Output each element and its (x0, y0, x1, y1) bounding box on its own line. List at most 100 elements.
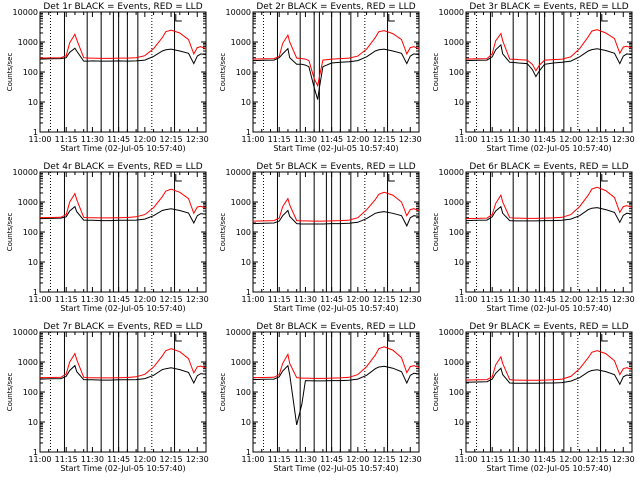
panel-title: Det 3r BLACK = Events, RED = LLD (469, 2, 628, 12)
y-tick-label: 1000 (18, 198, 38, 207)
x-tick-label: 12:15 (586, 295, 609, 304)
x-tick-label: 11:30 (507, 455, 530, 464)
panel-title: Det 5r BLACK = Events, RED = LLD (256, 162, 415, 172)
y-tick-label: 1000 (444, 358, 464, 367)
x-tick-label: 12:15 (160, 455, 183, 464)
y-axis-label: Counts/sec (6, 53, 14, 92)
x-axis-label: Start Time (02-Jul-05 10:57:40) (486, 464, 611, 473)
detector-panel-2: Det 2r BLACK = Events, RED = LLD 1 10 100 10… (219, 2, 422, 153)
series-line-events (39, 47, 207, 65)
x-tick-label: 11:45 (533, 135, 556, 144)
x-tick-label: 11:45 (107, 455, 130, 464)
series-line-lld (39, 188, 207, 219)
y-axis-label: Counts/sec (219, 213, 227, 252)
x-axis-label: Start Time (02-Jul-05 10:57:40) (273, 304, 398, 313)
x-tick-label: 12:15 (586, 455, 609, 464)
x-tick-label: 11:15 (268, 455, 291, 464)
series-line-events (252, 364, 420, 426)
panel-title: Det 1r BLACK = Events, RED = LLD (43, 2, 202, 12)
series-line-lld (252, 191, 420, 222)
series-line-lld (465, 350, 633, 381)
x-tick-label: 11:30 (81, 295, 104, 304)
attenuator-marker (175, 14, 182, 22)
x-tick-label: 12:30 (399, 455, 422, 464)
y-tick-label: 1 (33, 448, 38, 457)
x-tick-label: 11:30 (294, 295, 317, 304)
detector-panel-7: Det 7r BLACK = Events, RED = LLD 1 10 100 10… (6, 322, 209, 473)
x-tick-label: 11:30 (294, 135, 317, 144)
panel-title: Det 9r BLACK = Events, RED = LLD (469, 322, 628, 332)
x-tick-label: 12:00 (133, 455, 156, 464)
x-tick-label: 12:30 (612, 135, 635, 144)
y-tick-label: 1 (246, 288, 251, 297)
x-tick-label: 11:30 (294, 455, 317, 464)
y-axis-label: Counts/sec (432, 213, 440, 252)
y-tick-label: 10000 (226, 328, 251, 337)
x-axis-label: Start Time (02-Jul-05 10:57:40) (60, 304, 185, 313)
attenuator-marker (175, 174, 182, 182)
series-line-events (465, 367, 633, 386)
x-axis-label: Start Time (02-Jul-05 10:57:40) (60, 144, 185, 153)
series-line-lld (39, 29, 207, 59)
y-tick-label: 1 (33, 288, 38, 297)
x-tick-label: 11:15 (55, 295, 78, 304)
x-tick-label: 11:00 (241, 135, 264, 144)
x-tick-label: 11:15 (481, 455, 504, 464)
y-tick-label: 10000 (13, 168, 38, 177)
x-tick-label: 12:00 (133, 295, 156, 304)
x-tick-label: 11:00 (454, 135, 477, 144)
series-line-events (465, 205, 633, 224)
y-tick-label: 10 (454, 418, 464, 427)
x-tick-label: 12:00 (346, 295, 369, 304)
attenuator-marker (388, 174, 395, 182)
y-tick-label: 10 (241, 98, 251, 107)
x-tick-label: 11:15 (268, 135, 291, 144)
y-tick-label: 10000 (439, 328, 464, 337)
y-tick-label: 10000 (13, 328, 38, 337)
attenuator-marker (175, 334, 182, 342)
x-tick-label: 11:45 (533, 295, 556, 304)
y-tick-label: 1 (33, 128, 38, 137)
x-tick-label: 12:15 (160, 135, 183, 144)
x-tick-label: 11:45 (320, 135, 343, 144)
x-tick-label: 12:15 (373, 455, 396, 464)
panel-title: Det 8r BLACK = Events, RED = LLD (256, 322, 415, 332)
y-tick-label: 100 (23, 228, 38, 237)
x-tick-label: 11:00 (454, 455, 477, 464)
attenuator-marker (388, 334, 395, 342)
series-line-events (39, 364, 207, 385)
detector-panel-3: Det 3r BLACK = Events, RED = LLD 1 10 100 10… (432, 2, 635, 153)
y-tick-label: 10000 (226, 168, 251, 177)
x-axis-label: Start Time (02-Jul-05 10:57:40) (273, 144, 398, 153)
panel-title: Det 6r BLACK = Events, RED = LLD (469, 162, 628, 172)
y-tick-label: 10000 (439, 8, 464, 17)
y-tick-label: 100 (449, 388, 464, 397)
y-tick-label: 1000 (444, 198, 464, 207)
y-tick-label: 10 (28, 258, 38, 267)
attenuator-marker (601, 14, 608, 22)
x-tick-label: 11:15 (481, 135, 504, 144)
x-tick-label: 12:15 (373, 295, 396, 304)
y-tick-label: 10000 (226, 8, 251, 17)
x-tick-label: 11:00 (28, 455, 51, 464)
x-tick-label: 11:00 (28, 295, 51, 304)
series-line-events (465, 43, 633, 78)
series-line-lld (465, 29, 633, 72)
x-tick-label: 12:30 (186, 455, 209, 464)
y-tick-label: 100 (23, 68, 38, 77)
x-tick-label: 12:30 (612, 455, 635, 464)
y-tick-label: 10 (241, 418, 251, 427)
x-tick-label: 12:00 (559, 455, 582, 464)
y-tick-label: 1 (459, 128, 464, 137)
y-tick-label: 10 (454, 258, 464, 267)
x-tick-label: 11:00 (28, 135, 51, 144)
x-tick-label: 11:30 (507, 295, 530, 304)
x-tick-label: 11:45 (107, 135, 130, 144)
y-tick-label: 1000 (18, 38, 38, 47)
panel-title: Det 7r BLACK = Events, RED = LLD (43, 322, 202, 332)
x-tick-label: 12:00 (559, 135, 582, 144)
x-tick-label: 12:30 (186, 135, 209, 144)
y-tick-label: 10000 (13, 8, 38, 17)
x-tick-label: 11:45 (533, 455, 556, 464)
